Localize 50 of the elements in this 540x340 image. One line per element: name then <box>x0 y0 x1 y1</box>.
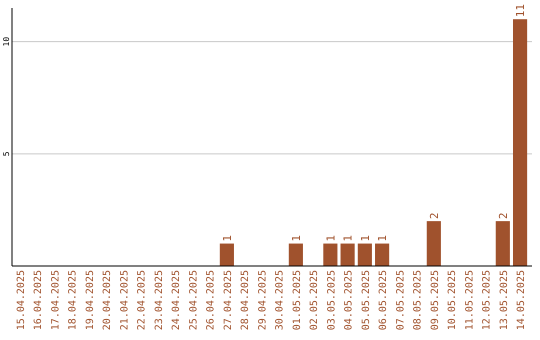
x-tick-label: 04.05.2025 <box>344 270 355 330</box>
x-tick-label: 14.05.2025 <box>516 270 528 330</box>
x-tick-label: 16.04.2025 <box>33 270 44 330</box>
x-tick-label: 17.04.2025 <box>50 270 62 330</box>
bar <box>512 19 528 266</box>
x-tick-label: 06.05.2025 <box>378 270 390 330</box>
y-tick-label: 10 <box>2 36 11 46</box>
x-tick-label: 21.04.2025 <box>119 270 130 330</box>
bar <box>220 244 234 266</box>
x-tick-label: 10.05.2025 <box>447 270 458 330</box>
x-tick-label: 30.04.2025 <box>274 270 286 330</box>
data-label: 1 <box>290 234 303 242</box>
x-tick-label: 03.05.2025 <box>326 270 338 330</box>
y-tick-label: 5 <box>2 151 11 156</box>
x-tick-label: 02.05.2025 <box>309 270 320 330</box>
x-tick-label: 25.04.2025 <box>188 270 200 330</box>
bar <box>288 244 303 266</box>
x-tick-label: 08.05.2025 <box>412 270 424 330</box>
x-tick-label: 22.04.2025 <box>136 270 148 330</box>
x-tick-label: 26.04.2025 <box>206 270 217 330</box>
bar <box>358 244 372 266</box>
x-tick-label: 09.05.2025 <box>430 270 441 330</box>
x-tick-label: 28.04.2025 <box>240 270 252 330</box>
data-label: 1 <box>342 234 355 242</box>
x-tick-label: 19.04.2025 <box>84 270 96 330</box>
x-tick-label: 29.04.2025 <box>257 270 268 330</box>
x-tick-label: 20.04.2025 <box>102 270 114 330</box>
x-tick-label: 24.04.2025 <box>171 270 182 330</box>
x-tick-label: 07.05.2025 <box>395 270 406 330</box>
data-label: 1 <box>220 234 234 242</box>
x-tick-label: 23.04.2025 <box>154 270 165 330</box>
bar <box>426 221 441 266</box>
data-label: 1 <box>376 234 390 242</box>
data-label: 1 <box>324 234 338 242</box>
data-label: 2 <box>428 212 441 220</box>
x-tick-label: 18.04.2025 <box>68 270 79 330</box>
x-tick-label: 12.05.2025 <box>482 270 493 330</box>
bar <box>375 244 390 266</box>
x-tick-label: 15.04.2025 <box>16 270 27 330</box>
bar <box>496 221 510 266</box>
x-tick-label: 13.05.2025 <box>498 270 510 330</box>
x-tick-label: 01.05.2025 <box>292 270 303 330</box>
data-label: 11 <box>514 4 528 18</box>
x-tick-label: 05.05.2025 <box>360 270 372 330</box>
data-label: 2 <box>496 212 510 220</box>
bar <box>323 244 338 266</box>
x-tick-label: 27.04.2025 <box>222 270 234 330</box>
data-label: 1 <box>358 234 372 242</box>
bar <box>340 244 355 266</box>
x-tick-label: 11.05.2025 <box>464 270 476 330</box>
